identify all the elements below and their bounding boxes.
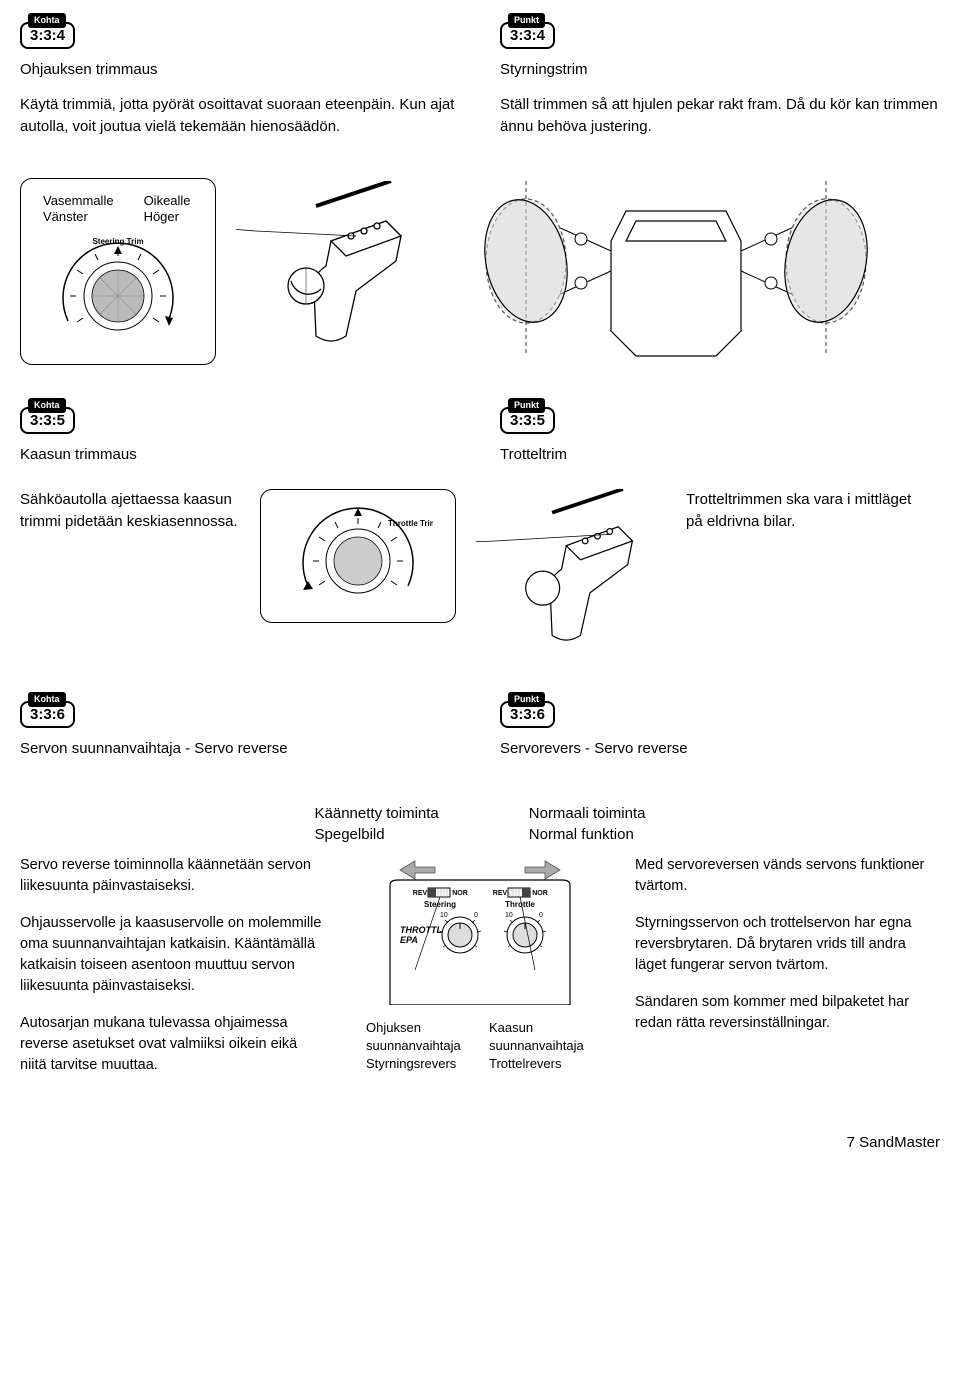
- svg-text:0: 0: [539, 912, 543, 919]
- svg-text:REV: REV: [493, 890, 508, 897]
- mode-nor-sv: Normal funktion: [529, 824, 646, 845]
- sw1-sv: Styrningsrevers: [366, 1055, 471, 1073]
- fi-p3: Autosarjan mukana tulevassa ohjaimessa r…: [20, 1013, 325, 1076]
- sv-p2: Styrningsservon och trottelservon har eg…: [635, 913, 940, 976]
- throttle-trim-dial: Throttle Trim: [283, 506, 433, 606]
- reverse-panel: REV NOR REV NOR Steering Throttle THROTT…: [355, 855, 605, 1073]
- step-tag-punkt-334: 3:3:4: [500, 22, 555, 49]
- section-334-header: 3:3:4 Ohjauksen trimmaus Käytä trimmiä, …: [20, 10, 940, 158]
- page-footer: 7 SandMaster: [20, 1132, 940, 1153]
- body-sv-334: Ställ trimmen så att hjulen pekar rakt f…: [500, 94, 940, 138]
- throttle-trim-box: Throttle Trim: [260, 489, 456, 623]
- title-sv-335: Trotteltrim: [500, 444, 940, 465]
- diagram-row-334: Vasemmalle Vänster Oikealle Höger: [20, 178, 940, 366]
- left-sv: Vänster: [43, 209, 114, 226]
- direction-labels: Vasemmalle Vänster Oikealle Höger: [43, 193, 193, 227]
- body-sv-335: Trotteltrimmen ska vara i mittläget på e…: [686, 489, 916, 533]
- steering-trim-box: Vasemmalle Vänster Oikealle Höger: [20, 178, 216, 366]
- dial-label: Throttle Trim: [388, 519, 433, 528]
- step-num: 3:3:4: [30, 27, 65, 44]
- left-fi: Vasemmalle: [43, 193, 114, 210]
- right-fi: Oikealle: [144, 193, 191, 210]
- mode-rev-fi: Käännetty toiminta: [315, 803, 439, 824]
- reverse-row: Servo reverse toiminnolla käännetään ser…: [20, 855, 940, 1092]
- svg-text:10: 10: [440, 912, 448, 919]
- transmitter-icon-2: [476, 489, 666, 659]
- step-num: 3:3:5: [510, 412, 545, 429]
- chassis-top-view: [456, 181, 896, 361]
- step-num: 3:3:5: [30, 412, 65, 429]
- mode-labels: Käännetty toiminta Spegelbild Normaali t…: [20, 803, 940, 845]
- section-336-header: 3:3:6 Servon suunnanvaihtaja - Servo rev…: [20, 689, 940, 773]
- step-num: 3:3:6: [510, 706, 545, 723]
- switch-labels: Ohjuksen suunnanvaihtaja Styrningsrevers…: [355, 1019, 605, 1074]
- svg-text:REV: REV: [413, 890, 428, 897]
- sv-p1: Med servoreversen vänds servons funktion…: [635, 855, 940, 897]
- body-fi-335: Sähköautolla ajettaessa kaasun trimmi pi…: [20, 489, 240, 533]
- sw2-sv: Trottelrevers: [489, 1055, 594, 1073]
- fi-p1: Servo reverse toiminnolla käännetään ser…: [20, 855, 325, 897]
- sw1-fi: Ohjuksen suunnanvaihtaja: [366, 1019, 471, 1055]
- mode-nor-fi: Normaali toiminta: [529, 803, 646, 824]
- transmitter-icon: [236, 181, 436, 361]
- fi-p2: Ohjausservolle ja kaasuservolle on molem…: [20, 913, 325, 997]
- svg-text:Steering: Steering: [424, 900, 456, 909]
- title-sv-334: Styrningstrim: [500, 59, 940, 80]
- diagram-row-335: Sähköautolla ajettaessa kaasun trimmi pi…: [20, 489, 940, 659]
- reverse-panel-svg: REV NOR REV NOR Steering Throttle THROTT…: [360, 855, 600, 1005]
- section-335-header: 3:3:5 Kaasun trimmaus 3:3:5 Trotteltrim: [20, 395, 940, 479]
- svg-text:EPA: EPA: [400, 935, 418, 945]
- sw2-fi: Kaasun suunnanvaihtaja: [489, 1019, 594, 1055]
- svg-text:NOR: NOR: [452, 890, 468, 897]
- sv-p3: Sändaren som kommer med bilpaketet har r…: [635, 992, 940, 1034]
- title-fi-336: Servon suunnanvaihtaja - Servo reverse: [20, 738, 460, 759]
- step-tag-kohta-334: 3:3:4: [20, 22, 75, 49]
- title-sv-336: Servorevers - Servo reverse: [500, 738, 940, 759]
- step-num: 3:3:4: [510, 27, 545, 44]
- svg-text:0: 0: [474, 912, 478, 919]
- step-tag-kohta-336: 3:3:6: [20, 701, 75, 728]
- step-num: 3:3:6: [30, 706, 65, 723]
- mode-rev-sv: Spegelbild: [315, 824, 439, 845]
- right-sv: Höger: [144, 209, 191, 226]
- step-tag-punkt-335: 3:3:5: [500, 407, 555, 434]
- svg-text:Throttle: Throttle: [505, 900, 535, 909]
- body-fi-334: Käytä trimmiä, jotta pyörät osoittavat s…: [20, 94, 460, 138]
- dial-label: Steering Trim: [92, 237, 143, 246]
- title-fi-334: Ohjauksen trimmaus: [20, 59, 460, 80]
- steering-trim-dial: Steering Trim: [43, 236, 193, 346]
- title-fi-335: Kaasun trimmaus: [20, 444, 460, 465]
- step-tag-punkt-336: 3:3:6: [500, 701, 555, 728]
- svg-text:10: 10: [505, 912, 513, 919]
- svg-text:NOR: NOR: [532, 890, 548, 897]
- step-tag-kohta-335: 3:3:5: [20, 407, 75, 434]
